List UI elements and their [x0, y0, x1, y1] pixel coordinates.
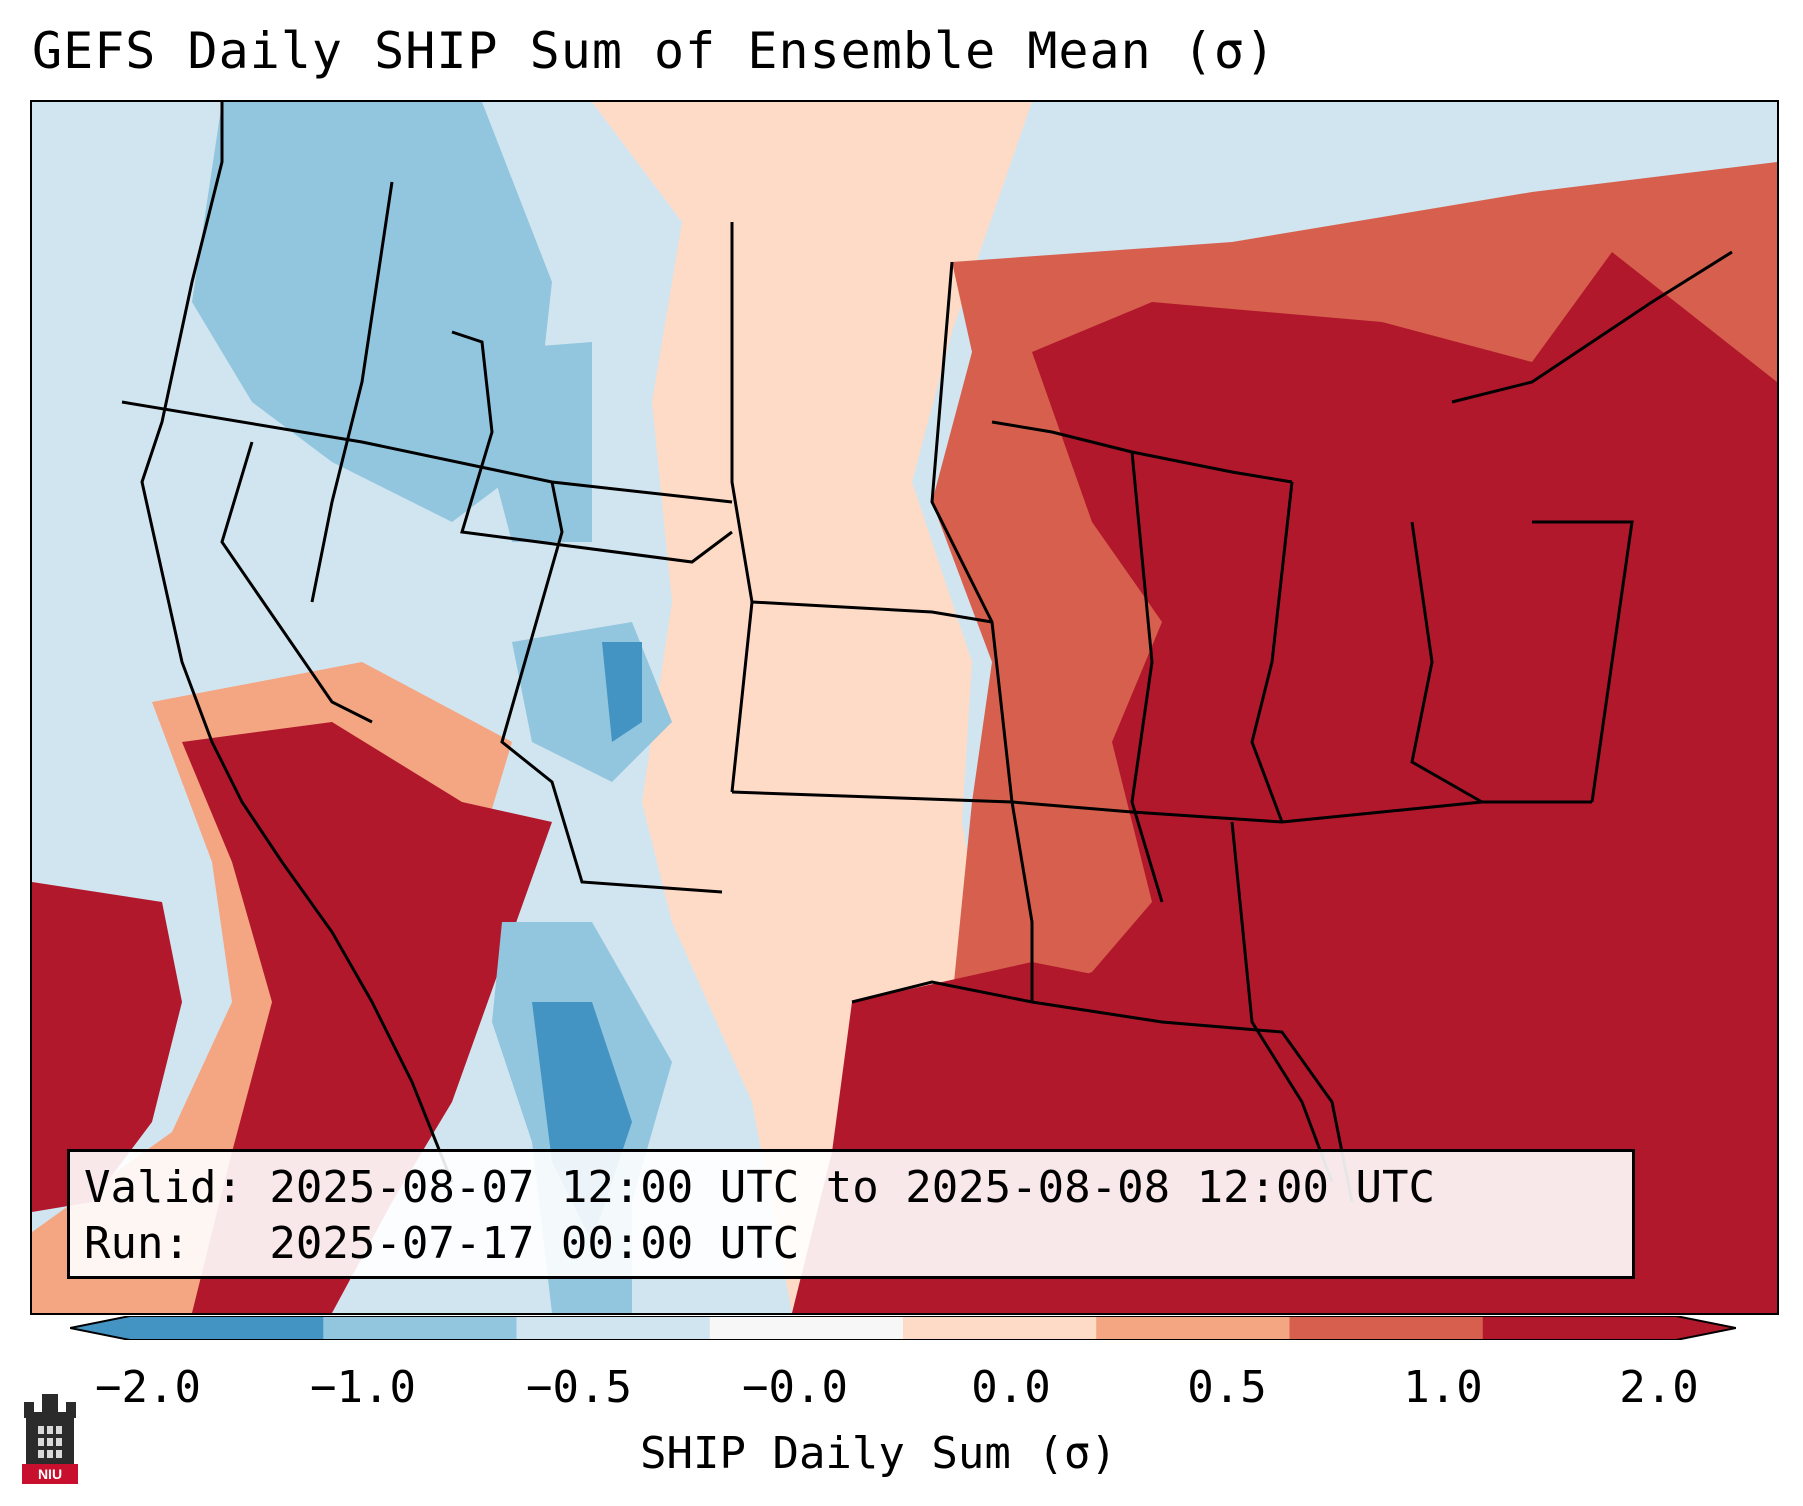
colorbar-tick-label: −2.0 — [95, 1362, 201, 1413]
colorbar-segment — [709, 1316, 904, 1340]
field-four-corners-blue — [512, 622, 672, 782]
map-field — [32, 102, 1777, 1313]
colorbar-tick-label: 0.0 — [971, 1362, 1051, 1413]
chart-title: GEFS Daily SHIP Sum of Ensemble Mean (σ) — [32, 22, 1277, 80]
colorbar-tick-label: −1.0 — [310, 1362, 416, 1413]
colorbar-tick-label: −0.5 — [526, 1362, 632, 1413]
map-panel — [30, 100, 1779, 1315]
colorbar-extend-high — [1676, 1316, 1736, 1340]
state-borders — [121, 102, 1733, 1203]
colorbar-tick-label: 2.0 — [1619, 1362, 1699, 1413]
field-colorado-dark-blue — [602, 642, 642, 742]
colorbar-segment — [1482, 1316, 1677, 1340]
colorbar-extend-low — [70, 1316, 130, 1340]
run-time-text: Run: 2025-07-17 00:00 UTC — [84, 1218, 800, 1269]
colorbar-segment — [903, 1316, 1097, 1340]
info-box: Valid: 2025-08-07 12:00 UTC to 2025-08-0… — [67, 1149, 1635, 1279]
valid-time-text: Valid: 2025-08-07 12:00 UTC to 2025-08-0… — [84, 1162, 1436, 1213]
colorbar-segment — [323, 1316, 517, 1340]
field-rockies-blue — [462, 342, 592, 542]
colorbar-segment — [130, 1316, 324, 1340]
colorbar-tick-label: 0.5 — [1187, 1362, 1267, 1413]
colorbar-segment — [1096, 1316, 1290, 1340]
colorbar-tick-label: 1.0 — [1403, 1362, 1483, 1413]
field-pacific-red — [32, 882, 182, 1212]
colorbar — [70, 1316, 1736, 1340]
colorbar-tick-label: −0.0 — [742, 1362, 848, 1413]
niu-tower-icon: NIU — [22, 1394, 78, 1484]
colorbar-label: SHIP Daily Sum (σ) — [640, 1428, 1117, 1479]
colorbar-segment — [516, 1316, 711, 1340]
colorbar-segment — [1289, 1316, 1484, 1340]
logo-text: NIU — [38, 1466, 62, 1482]
